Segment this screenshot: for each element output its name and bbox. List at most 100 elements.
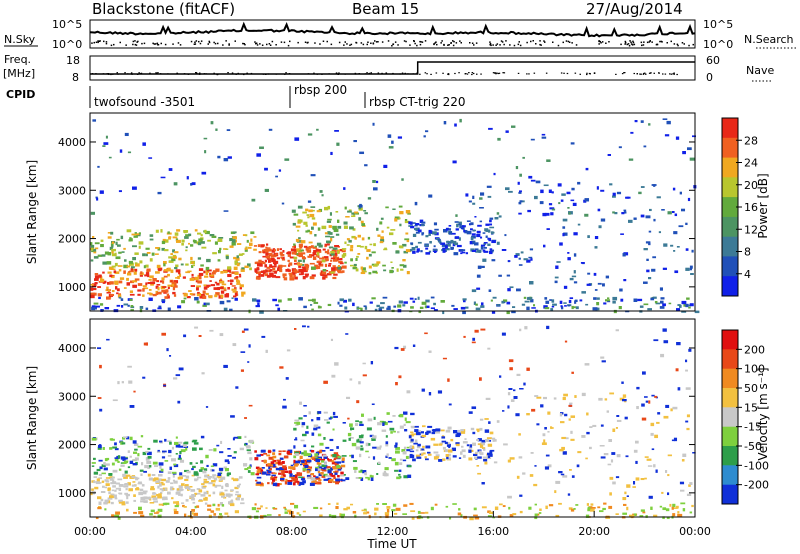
scatter-cell — [358, 477, 362, 479]
scatter-cell — [511, 125, 516, 128]
noise-search-dot — [433, 43, 435, 45]
scatter-cell — [176, 503, 180, 506]
scatter-cell — [191, 512, 195, 515]
nave-dot — [284, 73, 286, 75]
noise-search-dot — [255, 42, 257, 45]
scatter-cell — [323, 478, 329, 481]
scatter-cell — [269, 272, 274, 276]
scatter-cell — [513, 396, 518, 399]
scatter-cell — [90, 287, 94, 291]
scatter-cell — [290, 272, 296, 275]
scatter-cell — [489, 223, 493, 226]
noise-search-dot — [500, 40, 503, 42]
scatter-cell — [280, 256, 283, 259]
scatter-cell — [160, 229, 163, 233]
scatter-cell — [129, 298, 133, 301]
scatter-cell — [194, 478, 199, 481]
scatter-cell — [147, 292, 152, 295]
scatter-cell — [476, 428, 481, 431]
colorbar-swatch — [722, 484, 738, 505]
scatter-cell — [298, 476, 303, 479]
scatter-cell — [329, 478, 334, 482]
scatter-cell — [297, 482, 300, 485]
scatter-cell — [652, 296, 657, 299]
scatter-cell — [398, 245, 403, 248]
scatter-cell — [235, 257, 240, 261]
scatter-cell — [182, 504, 185, 508]
scatter-cell — [259, 146, 264, 150]
scatter-cell — [431, 429, 436, 432]
scatter-cell — [138, 241, 144, 245]
scatter-cell — [412, 344, 416, 348]
scatter-cell — [128, 260, 133, 264]
scatter-cell — [340, 513, 346, 517]
scatter-cell — [192, 239, 196, 242]
scatter-cell — [324, 473, 328, 476]
scatter-cell — [422, 452, 426, 455]
scatter-cell — [398, 300, 403, 304]
scatter-cell — [337, 258, 342, 261]
scatter-cell — [138, 245, 141, 249]
scatter-cell — [318, 244, 323, 248]
scatter-cell — [464, 438, 467, 440]
scatter-cell — [340, 455, 343, 459]
scatter-cell — [139, 306, 144, 309]
scatter-cell — [567, 252, 570, 254]
scatter-cell — [670, 244, 674, 247]
scatter-cell — [452, 503, 457, 505]
scatter-cell — [653, 339, 659, 342]
scatter-cell — [146, 268, 151, 272]
scatter-cell — [155, 271, 160, 274]
scatter-cell — [603, 502, 607, 505]
scatter-cell — [360, 307, 363, 311]
scatter-cell — [174, 505, 179, 508]
scatter-cell — [282, 273, 287, 277]
scatter-cell — [386, 307, 391, 310]
scatter-cell — [382, 503, 387, 505]
scatter-cell — [352, 302, 355, 307]
scatter-cell — [206, 258, 211, 263]
noise-search-dot — [375, 41, 378, 43]
scatter-cell — [541, 133, 546, 136]
scatter-cell — [299, 460, 305, 464]
scatter-cell — [172, 249, 175, 253]
scatter-cell — [133, 235, 138, 238]
scatter-cell — [392, 208, 396, 211]
scatter-cell — [568, 507, 573, 510]
scatter-cell — [417, 241, 422, 244]
scatter-cell — [461, 225, 466, 228]
nave-dot — [246, 72, 248, 74]
scatter-cell — [672, 513, 676, 517]
scatter-cell — [293, 263, 299, 265]
scatter-cell — [161, 456, 166, 459]
scatter-cell — [211, 235, 217, 238]
noise-left-tick-low: 10^0 — [52, 38, 82, 51]
nave-dot — [285, 72, 287, 74]
scatter-cell — [173, 182, 178, 186]
noise-search-dot — [629, 40, 631, 42]
scatter-cell — [110, 482, 115, 485]
scatter-cell — [572, 202, 577, 207]
scatter-cell — [95, 305, 100, 308]
scatter-cell — [335, 259, 339, 262]
noise-search-dot — [370, 42, 372, 44]
noise-search-dot — [475, 42, 478, 44]
freq-left-label: Freq. — [4, 53, 31, 66]
scatter-cell — [368, 456, 371, 459]
scatter-cell — [173, 377, 178, 380]
scatter-cell — [618, 306, 622, 310]
noise-search-dot — [255, 42, 258, 44]
scatter-cell — [607, 297, 610, 299]
scatter-cell — [562, 226, 566, 229]
nave-dot — [344, 73, 346, 75]
scatter-cell — [179, 459, 185, 463]
scatter-cell — [311, 209, 315, 212]
scatter-cell — [190, 244, 194, 247]
scatter-cell — [377, 234, 381, 237]
scatter-cell — [420, 224, 425, 226]
scatter-cell — [272, 459, 277, 462]
scatter-cell — [434, 503, 438, 506]
scatter-cell — [633, 481, 636, 485]
scatter-cell — [655, 302, 661, 305]
